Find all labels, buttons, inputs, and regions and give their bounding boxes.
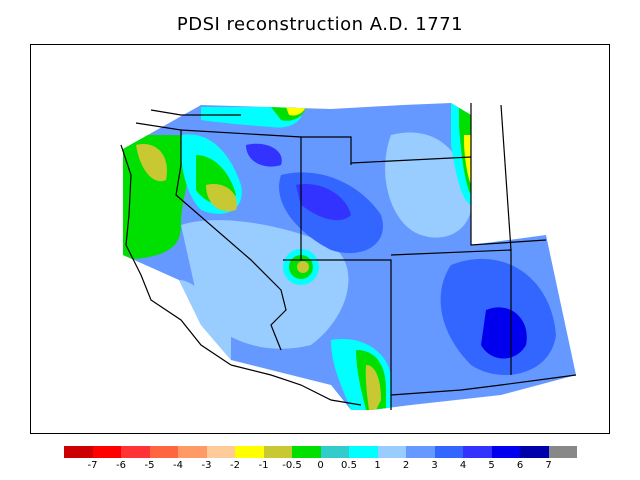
legend-swatch bbox=[149, 446, 178, 458]
legend-swatch bbox=[92, 446, 121, 458]
pacific-coast bbox=[120, 144, 232, 366]
olive-tongue-south bbox=[365, 365, 381, 410]
mexico-border-west bbox=[230, 364, 362, 406]
wyoming-border-north bbox=[301, 136, 352, 165]
legend-swatch bbox=[520, 446, 549, 458]
green-region-west bbox=[123, 135, 192, 260]
legend-tick-label: -3 bbox=[201, 460, 212, 471]
legend-swatch bbox=[491, 446, 520, 458]
olive-center-central bbox=[297, 261, 309, 273]
legend-tick-label: 5 bbox=[488, 460, 495, 471]
boundary-lines bbox=[120, 103, 577, 410]
legend-tick-label: -4 bbox=[173, 460, 183, 471]
california-nevada-border bbox=[135, 122, 287, 351]
legend-tick-label: 0 bbox=[317, 460, 324, 471]
olive-patch-inner bbox=[206, 184, 237, 212]
legend-swatch bbox=[406, 446, 435, 458]
legend-tick-label: -7 bbox=[87, 460, 98, 471]
nebraska-border bbox=[500, 104, 512, 251]
legend-swatch bbox=[263, 446, 292, 458]
utah-arizona-border bbox=[283, 259, 392, 410]
map-frame bbox=[30, 44, 610, 434]
legend-swatch bbox=[463, 446, 492, 458]
legend-tick-label: 7 bbox=[545, 460, 552, 471]
legend-swatch bbox=[320, 446, 349, 458]
mexico-border-east bbox=[390, 374, 577, 396]
light-blue-region-north bbox=[385, 132, 472, 238]
legend-tick-label: -5 bbox=[144, 460, 155, 471]
pdsi-map bbox=[120, 103, 577, 410]
legend-tick-label: -2 bbox=[230, 460, 240, 471]
legend-swatch bbox=[292, 446, 321, 458]
yellow-fringe-north bbox=[286, 107, 306, 116]
legend-tick-label: -1 bbox=[258, 460, 269, 471]
blue-core-central-deep bbox=[296, 184, 351, 221]
legend-swatch bbox=[548, 446, 577, 458]
legend-tick-label: 0.5 bbox=[341, 460, 357, 471]
legend-tick-label: 6 bbox=[516, 460, 524, 471]
oregon-border-top bbox=[150, 109, 241, 116]
wyoming-colorado-top bbox=[350, 156, 547, 246]
legend-tick-label: -6 bbox=[116, 460, 126, 471]
legend-swatch bbox=[206, 446, 235, 458]
light-blue-band-southwest bbox=[179, 280, 231, 360]
legend-tick-label: 2 bbox=[402, 460, 410, 471]
blue-core-northwest bbox=[246, 143, 282, 167]
yellow-band-northeast bbox=[464, 135, 471, 185]
legend-swatch bbox=[178, 446, 207, 458]
legend-tick-label: 4 bbox=[459, 460, 467, 471]
legend-swatch bbox=[121, 446, 150, 458]
map-title: PDSI reconstruction A.D. 1771 bbox=[176, 14, 464, 35]
legend-tick-label: 1 bbox=[374, 460, 381, 471]
olive-patch-northwest bbox=[136, 144, 167, 182]
legend-tick-label: 3 bbox=[431, 460, 438, 471]
legend-swatch bbox=[64, 446, 93, 458]
blue-core-southeast-deep bbox=[481, 307, 527, 359]
legend-swatch bbox=[349, 446, 378, 458]
legend-tick-label: -0.5 bbox=[282, 460, 302, 471]
legend-swatch bbox=[434, 446, 463, 458]
legend-swatch bbox=[377, 446, 406, 458]
color-legend-bar bbox=[64, 446, 577, 458]
legend-swatch bbox=[235, 446, 264, 458]
color-legend-labels: -7 -6 -5 -4 -3 -2 -1 -0.5 0 0.5 1 2 3 4 5 6 7 bbox=[0, 460, 640, 474]
